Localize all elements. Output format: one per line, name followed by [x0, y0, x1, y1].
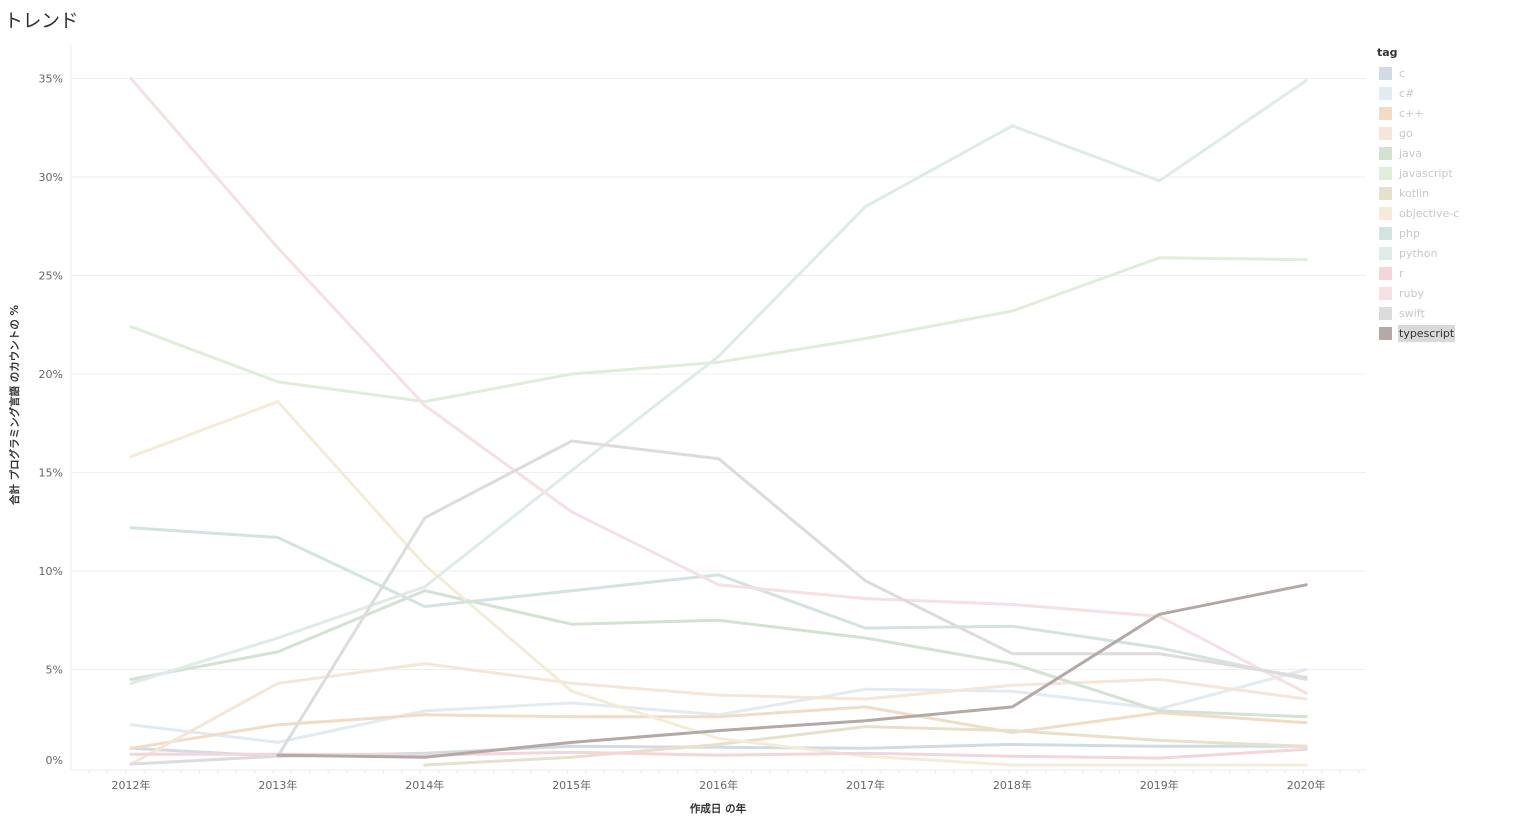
series-lines[interactable] — [129, 77, 1308, 767]
legend-label: c — [1399, 66, 1406, 80]
x-tick-label: 2020年 — [1287, 778, 1326, 792]
legend-item-php[interactable]: php — [1377, 223, 1507, 243]
y-tick-label: 15% — [39, 467, 63, 480]
legend-label: r — [1399, 266, 1404, 280]
series-line-ruby[interactable] — [129, 77, 1308, 695]
y-axis-title: 合計 プログラミング言語 のカウントの % — [8, 305, 21, 506]
x-tick-label: 2016年 — [699, 778, 738, 792]
x-tick-label: 2014年 — [405, 778, 444, 792]
y-tick-label: 30% — [39, 171, 63, 184]
legend-swatch — [1379, 306, 1392, 320]
x-tick-label: 2019年 — [1140, 778, 1179, 792]
series-line-python[interactable] — [129, 79, 1308, 685]
y-axis: 0% 5% 10% 15% 20% 25% 30% 35% — [39, 73, 63, 768]
legend-label: objective-c — [1399, 206, 1460, 220]
legend-item-objective-c[interactable]: objective-c — [1377, 203, 1507, 223]
legend-item-javascript[interactable]: javascript — [1377, 163, 1507, 183]
legend-label: swift — [1399, 306, 1425, 320]
page-title: トレンド — [4, 10, 79, 32]
series-line-c#[interactable] — [129, 668, 1308, 744]
legend-item-c++[interactable]: c++ — [1377, 103, 1507, 123]
x-tick-label: 2015年 — [552, 778, 591, 792]
legend-label: php — [1399, 226, 1420, 240]
legend-swatch — [1379, 126, 1392, 140]
legend-swatch — [1379, 226, 1392, 240]
series-line-objective-c[interactable] — [129, 400, 1308, 767]
legend-label: go — [1399, 126, 1413, 140]
y-tick-label: 5% — [46, 664, 63, 677]
legend-item-python[interactable]: python — [1377, 243, 1507, 263]
x-axis-title: 作成日 の年 — [690, 802, 747, 815]
legend-swatch — [1379, 186, 1392, 200]
legend-label: c# — [1399, 86, 1415, 100]
legend-swatch — [1379, 246, 1392, 260]
legend-label: javascript — [1399, 166, 1453, 180]
legend-label: java — [1399, 146, 1423, 160]
legend-swatch — [1379, 146, 1392, 160]
legend-item-typescript[interactable]: typescript — [1377, 323, 1507, 343]
legend-label: python — [1399, 246, 1438, 260]
legend-swatch — [1379, 166, 1392, 180]
legend-item-swift[interactable]: swift — [1377, 303, 1507, 323]
series-line-c++[interactable] — [129, 705, 1308, 750]
legend-items: c c# c++ go java javascript kotlin objective-c p… — [1377, 63, 1507, 343]
x-axis: 2012年 2013年 2014年 2015年 2016年 2017年 2018年 2019年… — [112, 778, 1326, 792]
y-tick-label: 10% — [39, 565, 63, 578]
series-line-java[interactable] — [129, 589, 1308, 719]
series-line-javascript[interactable] — [129, 256, 1308, 404]
legend-swatch — [1379, 206, 1392, 220]
legend-item-go[interactable]: go — [1377, 123, 1507, 143]
legend-item-java[interactable]: java — [1377, 143, 1507, 163]
legend-item-ruby[interactable]: ruby — [1377, 283, 1507, 303]
series-line-swift[interactable] — [129, 439, 1308, 766]
legend: tag c c# c++ go java javascript kotlin objectiv… — [1377, 46, 1507, 343]
series-line-kotlin[interactable] — [423, 725, 1308, 767]
legend-title: tag — [1377, 46, 1398, 59]
legend-swatch — [1379, 286, 1392, 300]
legend-item-c[interactable]: c — [1377, 63, 1507, 83]
legend-swatch — [1379, 326, 1392, 340]
legend-item-r[interactable]: r — [1377, 263, 1507, 283]
legend-label: ruby — [1399, 286, 1424, 300]
legend-label: c++ — [1399, 106, 1424, 120]
x-tick-label: 2013年 — [258, 778, 297, 792]
x-tick-label: 2018年 — [993, 778, 1032, 792]
y-tick-label: 25% — [39, 270, 63, 283]
legend-swatch — [1379, 66, 1392, 80]
x-tick-label: 2012年 — [112, 778, 151, 792]
x-tick-label: 2017年 — [846, 778, 885, 792]
y-tick-label: 20% — [39, 368, 63, 381]
series-line-php[interactable] — [129, 526, 1308, 681]
legend-label: kotlin — [1399, 186, 1430, 200]
legend-item-c#[interactable]: c# — [1377, 83, 1507, 103]
legend-swatch — [1379, 266, 1392, 280]
y-tick-label: 35% — [39, 73, 63, 86]
legend-label: typescript — [1398, 324, 1456, 342]
legend-swatch — [1379, 86, 1392, 100]
gridlines — [70, 45, 1366, 773]
y-tick-label: 0% — [46, 754, 63, 767]
legend-swatch — [1379, 106, 1392, 120]
legend-item-kotlin[interactable]: kotlin — [1377, 183, 1507, 203]
series-line-typescript[interactable] — [276, 583, 1308, 759]
